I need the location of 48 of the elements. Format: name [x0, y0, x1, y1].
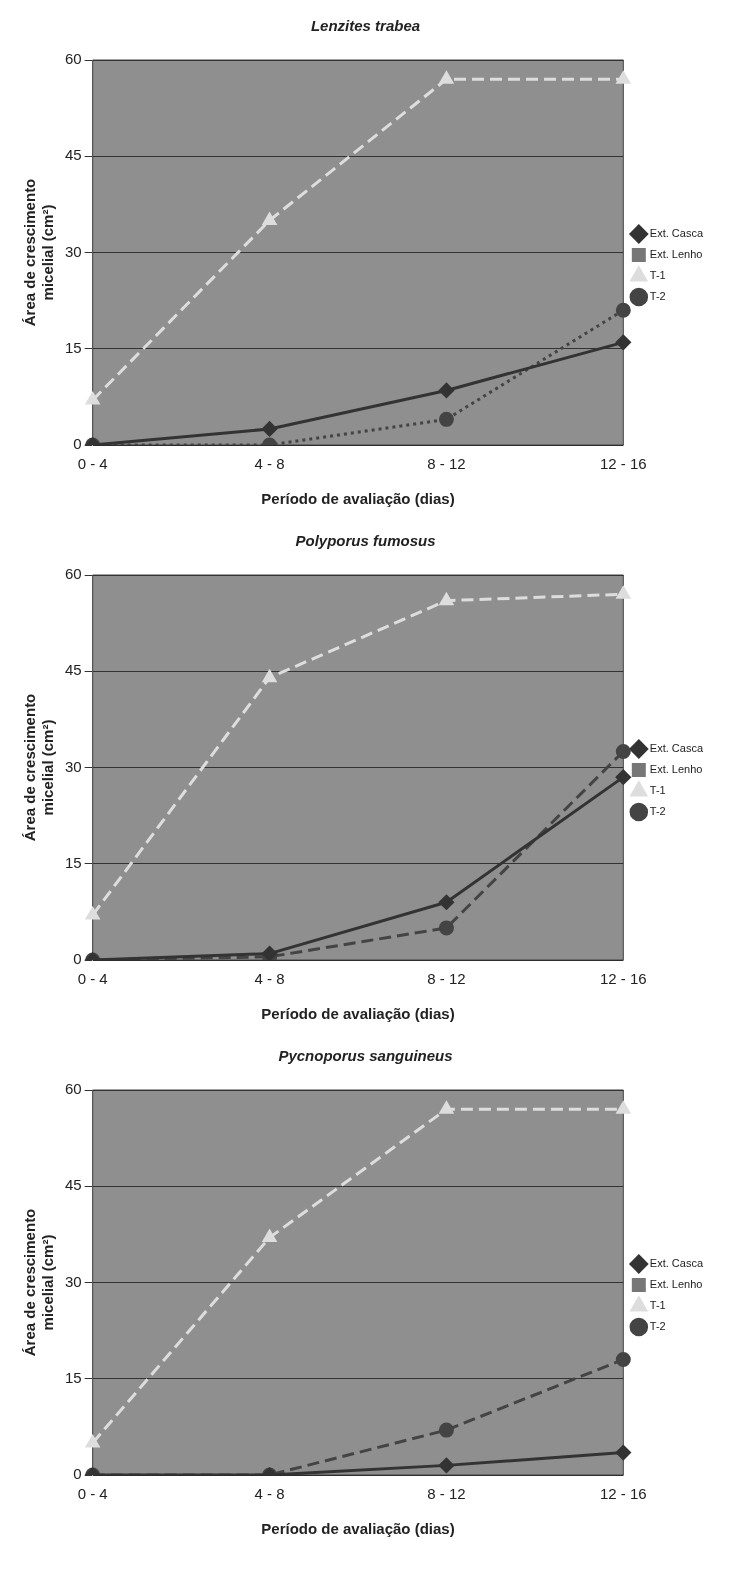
- y-tick-label: 60: [65, 50, 82, 68]
- y-tick-label: 30: [65, 757, 82, 775]
- x-tick-label: 0 - 4: [77, 455, 108, 473]
- chart-title: Lenzites trabea: [310, 17, 421, 35]
- y-tick-label: 60: [65, 1080, 82, 1098]
- y-tick-label: 0: [73, 1465, 82, 1483]
- x-axis-title: Período de avaliação (dias): [261, 490, 455, 508]
- x-tick-label: 8 - 12: [427, 455, 466, 473]
- x-tick-label: 12 - 16: [599, 1485, 647, 1503]
- x-tick-label: 0 - 4: [77, 970, 108, 988]
- legend-label: T-1: [649, 269, 666, 282]
- y-tick-label: 15: [65, 1368, 82, 1386]
- y-tick-label: 45: [65, 1176, 82, 1194]
- legend-label: Ext. Lenho: [649, 1278, 703, 1291]
- legend-label: T-1: [649, 1299, 666, 1312]
- x-tick-label: 4 - 8: [254, 455, 285, 473]
- legend-label: Ext. Casca: [649, 227, 704, 240]
- x-tick-label: 4 - 8: [254, 1485, 285, 1503]
- x-tick-label: 0 - 4: [77, 1485, 108, 1503]
- legend-label: Ext. Lenho: [649, 248, 703, 261]
- x-tick-label: 8 - 12: [427, 1485, 466, 1503]
- legend-label: T-1: [649, 784, 666, 797]
- y-axis-title: Área de crescimento micelial (cm²): [21, 693, 57, 842]
- y-tick-label: 15: [65, 338, 82, 356]
- y-tick-label: 45: [65, 146, 82, 164]
- y-tick-label: 15: [65, 853, 82, 871]
- y-tick-label: 30: [65, 1272, 82, 1290]
- legend-label: T-2: [649, 1320, 666, 1333]
- legend-label: Ext. Lenho: [649, 763, 703, 776]
- x-tick-label: 8 - 12: [427, 970, 466, 988]
- legend-label: T-2: [649, 290, 666, 303]
- x-tick-label: 12 - 16: [599, 970, 647, 988]
- y-tick-label: 45: [65, 661, 82, 679]
- legend-label: T-2: [649, 805, 666, 818]
- y-tick-label: 0: [73, 435, 82, 453]
- legend-label: Ext. Casca: [649, 1257, 704, 1270]
- y-tick-label: 0: [73, 950, 82, 968]
- y-axis-title: Área de crescimento micelial (cm²): [21, 178, 57, 327]
- x-axis-title: Período de avaliação (dias): [261, 1520, 455, 1538]
- x-axis-title: Período de avaliação (dias): [261, 1005, 455, 1023]
- y-axis-title: Área de crescimento micelial (cm²): [21, 1208, 57, 1357]
- y-tick-label: 30: [65, 242, 82, 260]
- chart-title: Pycnoporus sanguineus: [278, 1047, 453, 1065]
- x-tick-label: 4 - 8: [254, 970, 285, 988]
- legend-label: Ext. Casca: [649, 742, 704, 755]
- x-tick-label: 12 - 16: [599, 455, 647, 473]
- y-tick-label: 60: [65, 565, 82, 583]
- chart-title: Polyporus fumosus: [295, 532, 436, 550]
